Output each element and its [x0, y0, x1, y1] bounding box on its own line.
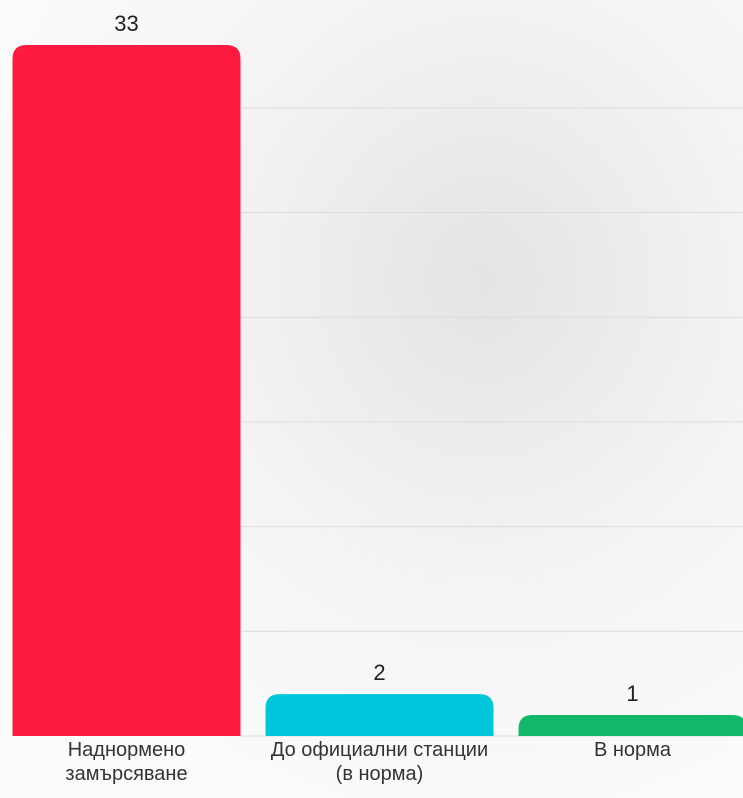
x-tick-label: Наднормено замърсяване — [65, 739, 188, 785]
bar — [265, 694, 494, 736]
value-label: 1 — [626, 681, 638, 706]
value-label: 2 — [373, 660, 385, 685]
x-tick-label: До официални станции (в норма) — [270, 739, 489, 785]
bar — [12, 45, 241, 736]
bar — [518, 715, 743, 736]
value-label: 33 — [114, 11, 138, 36]
x-tick-label: В норма — [593, 739, 672, 761]
